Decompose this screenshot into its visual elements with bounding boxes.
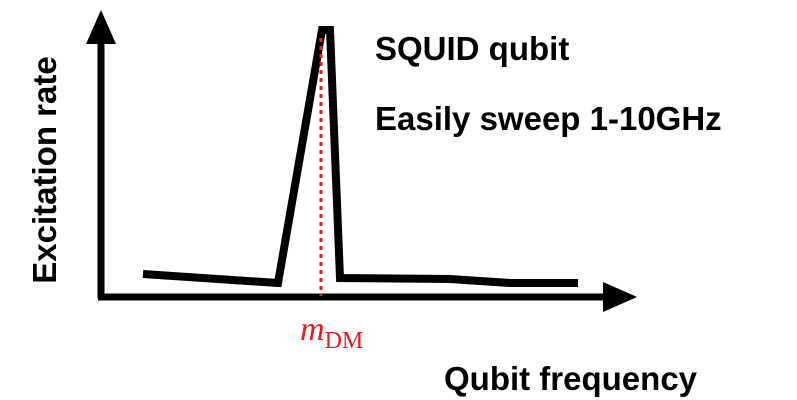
excitation-curve (142, 26, 578, 288)
marker-label: mDM (300, 311, 363, 354)
x-arrow (603, 282, 637, 312)
annotation: Easily sweep 1-10GHz (375, 100, 722, 137)
y-arrow (86, 10, 116, 44)
marker-subscript: DM (325, 328, 364, 354)
annotation: SQUID qubit (375, 30, 569, 67)
marker-symbol: m (300, 311, 325, 348)
x-axis-label: Qubit frequency (444, 360, 698, 397)
y-axis-label: Excitation rate (26, 56, 63, 283)
